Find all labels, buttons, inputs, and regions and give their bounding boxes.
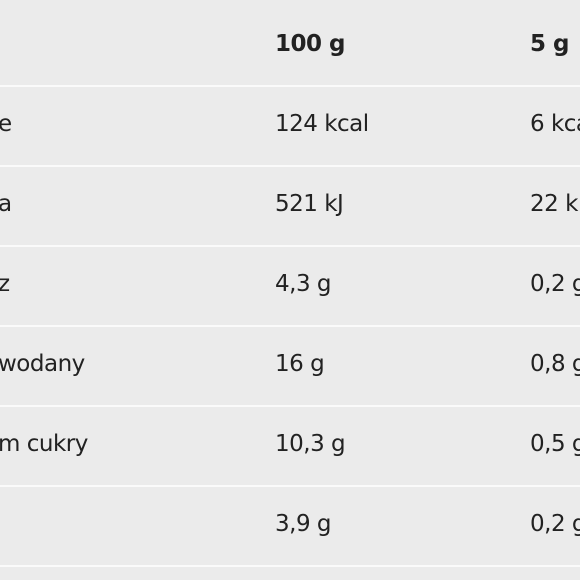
row-separator — [0, 565, 580, 567]
header-cell: 5 g — [530, 31, 569, 57]
value-cell: 521 kJ — [275, 191, 344, 217]
value-cell: 0,2 g — [530, 271, 580, 297]
row-label: m cukry — [0, 431, 88, 457]
row-separator — [0, 485, 580, 487]
row-separator — [0, 165, 580, 167]
value-cell: 124 kcal — [275, 111, 369, 137]
value-cell: 16 g — [275, 351, 325, 377]
value-cell: 0,8 g — [530, 351, 580, 377]
row-label: wodany — [0, 351, 85, 377]
value-cell: 3,9 g — [275, 511, 332, 537]
row-separator — [0, 245, 580, 247]
value-cell: 6 kca — [530, 111, 580, 137]
value-cell: 10,3 g — [275, 431, 346, 457]
row-label: e — [0, 111, 12, 137]
row-label: a — [0, 191, 12, 217]
row-separator — [0, 405, 580, 407]
value-cell: 4,3 g — [275, 271, 332, 297]
row-separator — [0, 85, 580, 87]
value-cell: 0,2 g — [530, 511, 580, 537]
value-cell: 0,5 g — [530, 431, 580, 457]
row-separator — [0, 325, 580, 327]
header-cell: 100 g — [275, 31, 345, 57]
row-label: z — [0, 271, 10, 297]
value-cell: 22 k — [530, 191, 578, 217]
